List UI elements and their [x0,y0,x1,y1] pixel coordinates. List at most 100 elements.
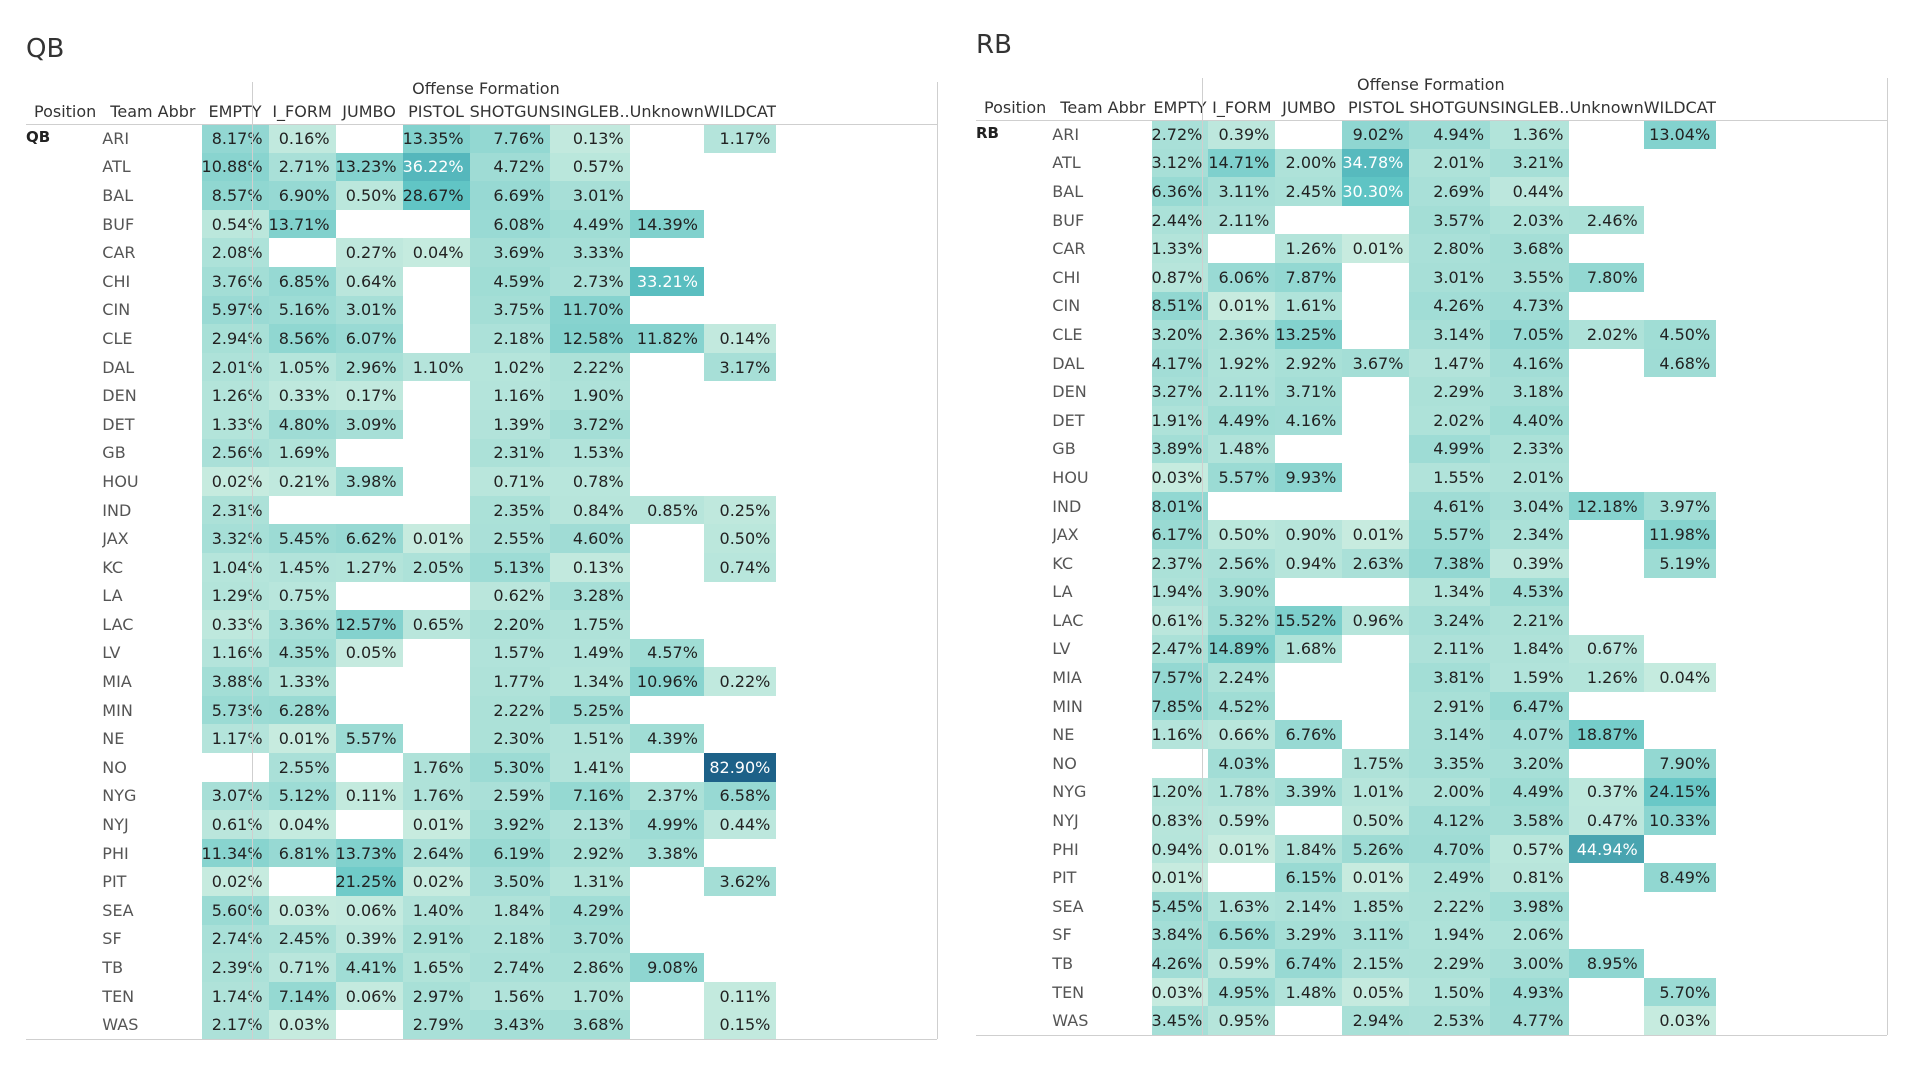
heatmap-cell [402,667,470,696]
heatmap-cell: 6.07% [335,324,403,353]
heatmap-cell [703,266,777,296]
table-row: NO 2.55% 1.76% 5.30% 1.41% 82.90% [26,753,777,782]
heatmap-cell: 9.08% [629,953,704,982]
heatmap-cell [1643,920,1717,950]
heatmap-cell: 7.38% [1409,548,1491,578]
formation-header-singleb: SINGLEB.. [550,101,630,121]
heatmap-cell [1342,663,1410,692]
heatmap-cell: 1.04% [201,552,269,582]
heatmap-cell: 0.39% [335,924,403,954]
team-label: GB [1052,439,1076,459]
frame-left-divider [1202,78,1203,1036]
heatmap-cell [629,695,704,725]
heatmap-cell: 0.96% [1342,606,1410,635]
heatmap-cell: 3.04% [1490,491,1570,521]
heatmap-cell: 1.48% [1275,977,1343,1007]
table-row: DAL 2.01% 1.05% 2.96% 1.10% 1.02% 2.22% 3.17% [26,352,777,382]
heatmap-cell: 0.33% [268,381,336,410]
heatmap-cell: 6.69% [469,181,551,210]
heatmap-cell [1569,920,1644,950]
heatmap-cell: 5.13% [469,552,551,582]
heatmap-cell [629,409,704,439]
table-row: CIN 8.51% 0.01% 1.61% 4.26% 4.73% [976,291,1717,321]
team-label: LV [1052,639,1071,659]
heatmap-cell [1569,120,1644,149]
heatmap-cell: 2.91% [1409,691,1491,721]
heatmap-cell: 0.25% [703,495,777,525]
heatmap-cell: 2.18% [469,924,551,954]
team-label: BUF [1052,210,1085,230]
heatmap-cell: 0.03% [1643,1006,1717,1035]
heatmap-cell: 3.68% [1490,234,1570,263]
formation-header-shotgun: SHOTGUN [469,101,551,121]
heatmap-cell: 0.39% [1208,120,1276,149]
position-label: QB [26,128,51,146]
heatmap-cell [402,467,470,496]
heatmap-cell [1643,291,1717,321]
heatmap-cell [402,209,470,239]
heatmap-cell: 0.33% [201,610,269,639]
heatmap-cell: 4.41% [335,953,403,982]
team-label: DAL [1052,353,1085,373]
heatmap-cell: 0.11% [703,981,777,1011]
heatmap-cell: 6.56% [1208,920,1276,950]
heatmap-cell: 0.01% [1151,863,1209,893]
heatmap-cell [1643,177,1717,206]
heatmap-cell: 2.33% [1490,434,1570,464]
heatmap-cell: 2.02% [1409,405,1491,435]
heatmap-cell [629,981,704,1011]
heatmap-cell [703,467,777,496]
formation-header-unknown: Unknown [1569,97,1644,117]
team-label: WAS [1052,1011,1089,1031]
heatmap-cell: 7.87% [1275,262,1343,292]
heatmap-cell: 2.11% [1409,634,1491,664]
table-row: TB 2.39% 0.71% 4.41% 1.65% 2.74% 2.86% 9.08% [26,953,777,982]
heatmap-cell: 3.84% [1151,920,1209,950]
heatmap-cell [1643,463,1717,492]
heatmap-cell [629,181,704,210]
table-row: IND 8.01% 4.61% 3.04% 12.18% 3.97% [976,491,1717,521]
heatmap-cell: 3.58% [1490,806,1570,835]
heatmap-cell [1569,405,1644,435]
heatmap-cell: 13.35% [402,124,470,153]
position-column-header: Position [34,101,97,121]
heatmap-cell: 2.94% [201,324,269,353]
heatmap-cell: 13.71% [268,209,336,239]
heatmap-cell: 5.73% [201,695,269,725]
heatmap-cell: 0.85% [629,495,704,525]
heatmap-cell: 2.94% [1342,1006,1410,1035]
heatmap-cell: 0.71% [268,953,336,982]
heatmap-cell: 3.20% [1151,320,1209,349]
table-row: MIA 7.57% 2.24% 3.81% 1.59% 1.26% 0.04% [976,663,1717,692]
heatmap-cell: 2.31% [469,438,551,468]
heatmap-cell [1342,377,1410,406]
heatmap-cell: 2.05% [402,552,470,582]
heatmap-cell [335,667,403,696]
heatmap-cell: 7.76% [469,124,551,153]
heatmap-cell: 2.71% [268,152,336,182]
heatmap-cell: 3.68% [550,1010,630,1039]
heatmap-cell: 2.56% [201,438,269,468]
heatmap-cell [629,1010,704,1039]
table-row: WAS 3.45% 0.95% 2.94% 2.53% 4.77% 0.03% [976,1006,1717,1035]
table-row: MIA 3.88% 1.33% 1.77% 1.34% 10.96% 0.22% [26,667,777,696]
heatmap-cell [629,924,704,954]
team-label: MIN [1052,696,1083,716]
team-label: NYJ [1052,811,1079,831]
heatmap-cell: 0.71% [469,467,551,496]
table-row: SEA 5.60% 0.03% 0.06% 1.40% 1.84% 4.29% [26,896,777,925]
team-label: KC [102,557,124,577]
table-row: KC 1.04% 1.45% 1.27% 2.05% 5.13% 0.13% 0.74% [26,552,777,582]
heatmap-cell: 0.16% [268,124,336,153]
heatmap-cell: 3.17% [703,352,777,382]
team-label: CIN [1052,296,1081,316]
heatmap-cell: 0.50% [335,181,403,210]
table-row: DET 1.33% 4.80% 3.09% 1.39% 3.72% [26,409,777,439]
heatmap-cell: 0.44% [1490,177,1570,206]
heatmap-cell: 1.41% [550,753,630,782]
heatmap-cell: 14.89% [1208,634,1276,664]
formation-header-wildcat: WILDCAT [703,101,777,121]
team-label: SF [102,929,122,949]
team-label: WAS [102,1015,139,1035]
heatmap-cell: 0.03% [268,1010,336,1039]
